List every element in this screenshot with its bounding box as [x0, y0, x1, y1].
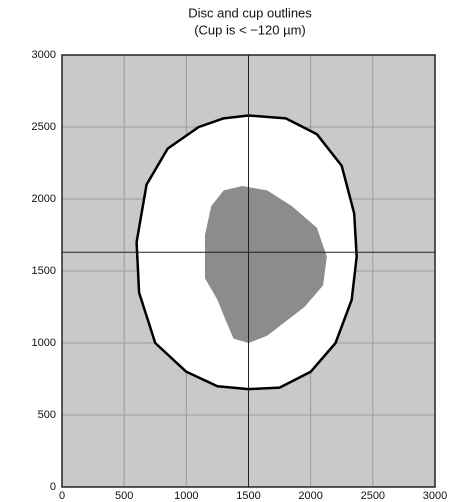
chart-subtitle: (Cup is < −120 µm) [194, 22, 306, 37]
y-tick-label: 2500 [32, 121, 56, 133]
cup-outline [204, 186, 327, 343]
y-tick-label: 500 [38, 409, 56, 421]
y-tick-label: 2000 [32, 193, 56, 205]
x-tick-label: 1000 [174, 490, 198, 502]
x-tick-label: 500 [115, 490, 133, 502]
plot-frame [61, 54, 436, 488]
y-tick-label: 0 [50, 481, 56, 493]
y-tick-label: 3000 [32, 49, 56, 61]
x-tick-label: 1500 [236, 490, 260, 502]
y-tick-label: 1000 [32, 337, 56, 349]
x-tick-label: 2000 [298, 490, 322, 502]
y-tick-label: 1500 [32, 265, 56, 277]
x-tick-label: 3000 [423, 490, 447, 502]
x-tick-label: 2500 [361, 490, 385, 502]
x-tick-label: 0 [59, 490, 65, 502]
chart-title: Disc and cup outlines [188, 5, 312, 20]
